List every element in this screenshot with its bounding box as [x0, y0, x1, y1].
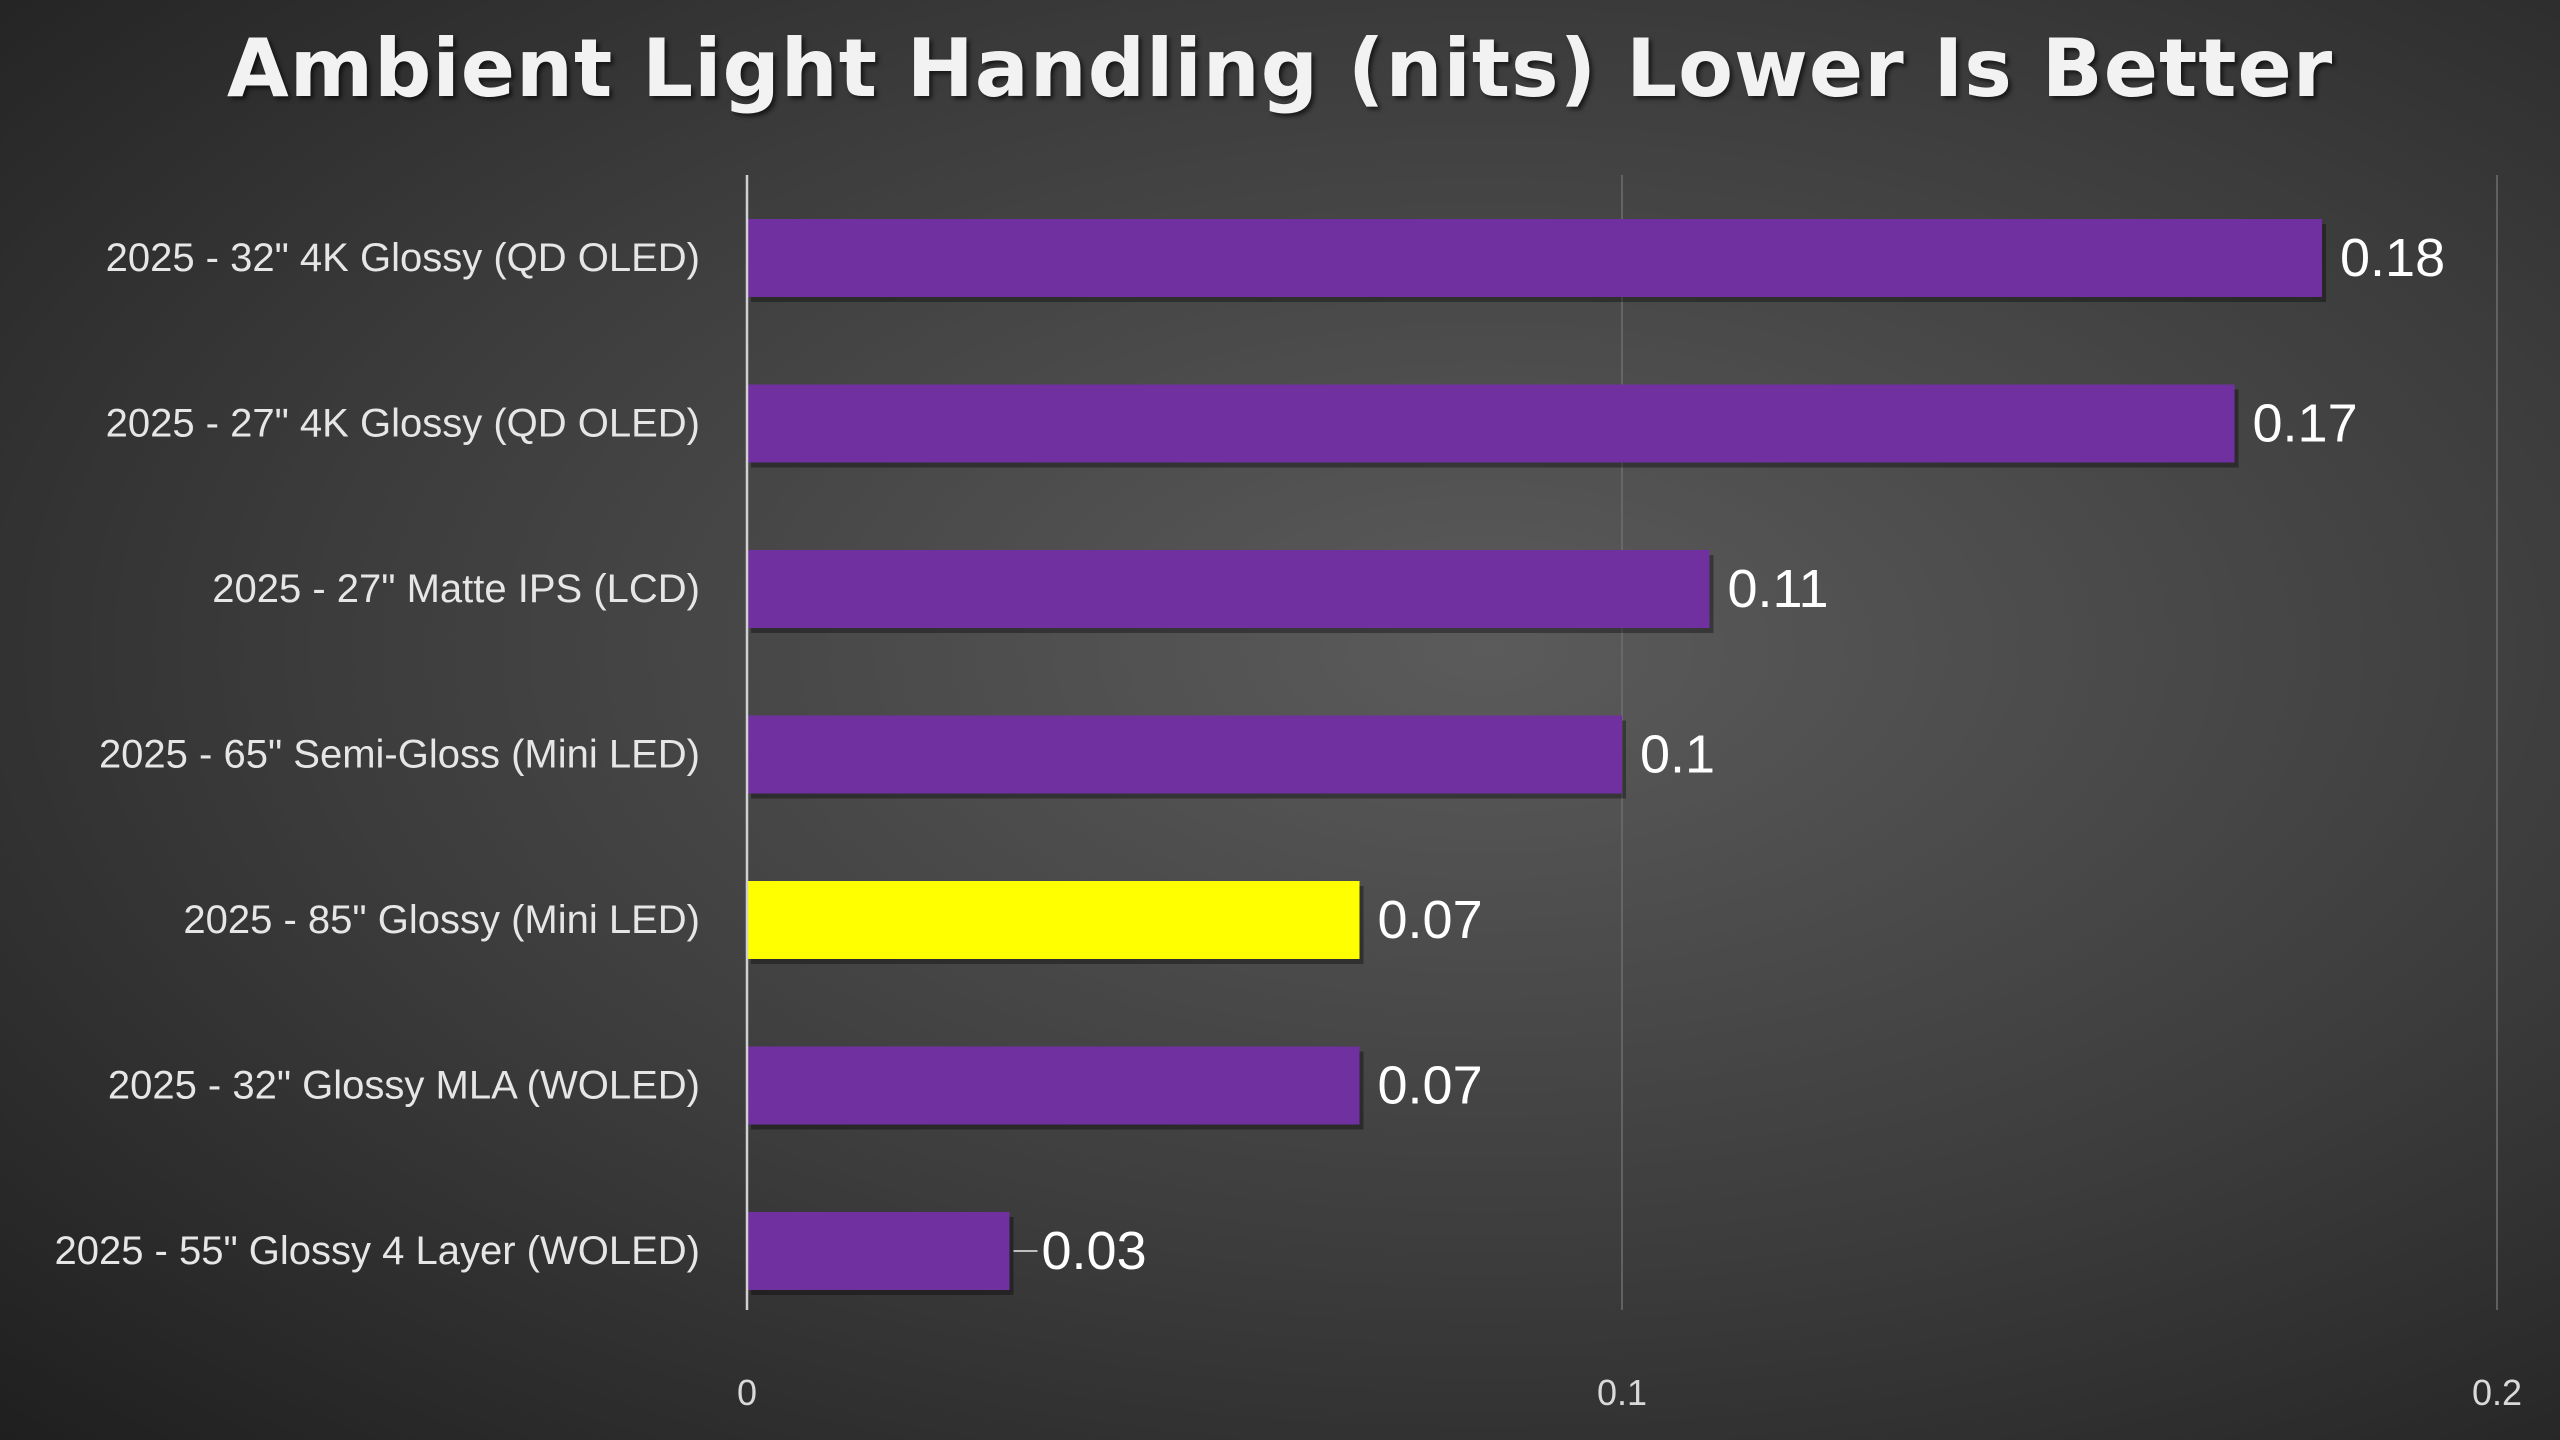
category-label: 2025 - 27" 4K Glossy (QD OLED): [106, 402, 700, 446]
data-label: 0.18: [2340, 228, 2445, 288]
bar: [747, 1046, 1360, 1125]
chart-title: Ambient Light Handling (nits) Lower Is B…: [226, 22, 2334, 115]
category-label: 2025 - 32" Glossy MLA (WOLED): [108, 1064, 700, 1108]
data-label: 0.11: [1728, 559, 1829, 619]
category-label: 2025 - 85" Glossy (Mini LED): [183, 898, 700, 942]
bar: [747, 384, 2235, 463]
x-tick-label: 0: [737, 1372, 757, 1413]
data-label: 0.03: [1042, 1221, 1147, 1281]
bar: [747, 219, 2322, 297]
category-label: 2025 - 32" 4K Glossy (QD OLED): [106, 236, 700, 280]
bar: [747, 1212, 1010, 1290]
bar: [747, 881, 1360, 959]
bar: [747, 715, 1622, 794]
data-label: 0.1: [1640, 725, 1715, 785]
x-tick-label: 0.1: [1597, 1372, 1647, 1413]
category-label: 2025 - 27" Matte IPS (LCD): [212, 567, 700, 611]
x-tick-label: 0.2: [2472, 1372, 2522, 1413]
data-label: 0.07: [1378, 890, 1483, 950]
data-label: 0.17: [2253, 394, 2358, 454]
category-label: 2025 - 55" Glossy 4 Layer (WOLED): [54, 1229, 700, 1273]
category-label: 2025 - 65" Semi-Gloss (Mini LED): [99, 733, 700, 777]
data-label: 0.07: [1378, 1056, 1483, 1116]
bar: [747, 550, 1710, 628]
